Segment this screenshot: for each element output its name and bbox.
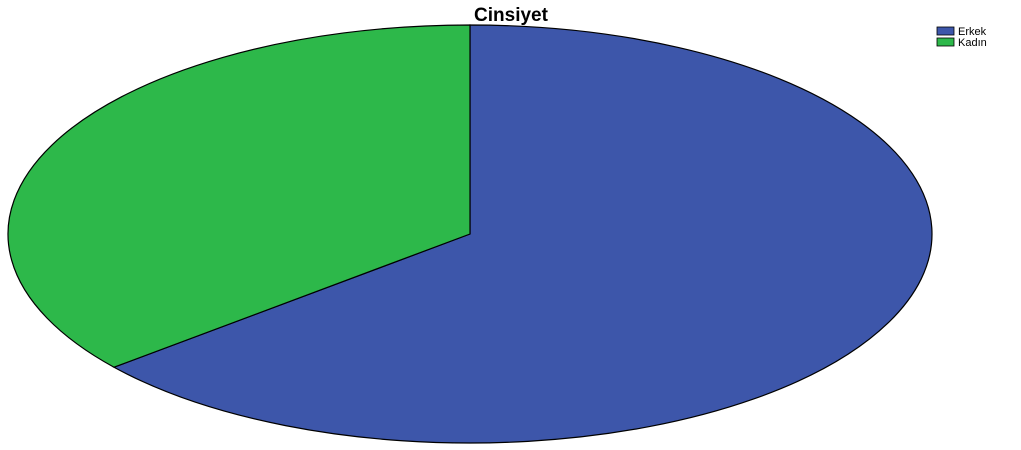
legend-swatch-1 — [936, 37, 955, 47]
pie-slice-kad-n — [7, 24, 471, 368]
chart-title: Cinsiyet — [474, 5, 549, 26]
legend-swatch-0 — [936, 26, 955, 36]
pie-slice-erkek — [112, 24, 933, 444]
legend-label-1: Kadın — [958, 37, 987, 49]
pie-slices — [7, 24, 933, 444]
legend-label-0: Erkek — [958, 26, 987, 38]
